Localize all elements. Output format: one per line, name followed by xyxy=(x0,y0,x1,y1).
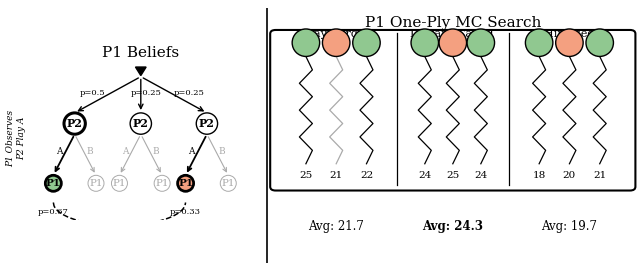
Text: A: A xyxy=(189,147,195,156)
Text: B: B xyxy=(152,147,159,156)
Text: Discard Card 1: Discard Card 1 xyxy=(410,29,495,39)
Text: P1: P1 xyxy=(46,179,61,188)
Text: A: A xyxy=(122,147,129,156)
Text: Avg: 19.7: Avg: 19.7 xyxy=(541,220,597,233)
Ellipse shape xyxy=(556,29,583,57)
Circle shape xyxy=(220,175,236,191)
Text: P2: P2 xyxy=(67,118,83,129)
Text: 24: 24 xyxy=(474,171,488,180)
Circle shape xyxy=(154,175,170,191)
Text: p=0.67: p=0.67 xyxy=(38,208,68,216)
Ellipse shape xyxy=(439,29,467,57)
Text: 21: 21 xyxy=(593,171,606,180)
Circle shape xyxy=(45,175,61,191)
Text: Avg: 24.3: Avg: 24.3 xyxy=(422,220,483,233)
Text: P1: P1 xyxy=(221,179,235,188)
Text: Hint Red: Hint Red xyxy=(544,29,595,39)
Text: P1: P1 xyxy=(113,179,126,188)
Ellipse shape xyxy=(323,29,350,57)
Text: A: A xyxy=(56,147,63,156)
Text: p=0.25: p=0.25 xyxy=(131,89,161,97)
Circle shape xyxy=(111,175,127,191)
Text: p=0.25: p=0.25 xyxy=(173,89,204,97)
Text: P2: P2 xyxy=(133,118,148,129)
Text: 24: 24 xyxy=(418,171,431,180)
Text: p=0.5: p=0.5 xyxy=(80,89,106,97)
Text: 20: 20 xyxy=(563,171,576,180)
Text: B: B xyxy=(86,147,93,156)
Ellipse shape xyxy=(467,29,495,57)
Text: 25: 25 xyxy=(300,171,312,180)
Ellipse shape xyxy=(353,29,380,57)
Text: 25: 25 xyxy=(446,171,460,180)
Ellipse shape xyxy=(525,29,553,57)
Circle shape xyxy=(196,113,218,134)
Text: 21: 21 xyxy=(330,171,343,180)
Text: Play Card 1: Play Card 1 xyxy=(303,29,369,39)
Text: P1: P1 xyxy=(89,179,103,188)
FancyBboxPatch shape xyxy=(270,30,636,191)
Text: B: B xyxy=(219,147,225,156)
Ellipse shape xyxy=(411,29,438,57)
Text: P1: P1 xyxy=(156,179,169,188)
Text: P2: P2 xyxy=(199,118,215,129)
Text: P1 Observes
P2 Play A: P1 Observes P2 Play A xyxy=(6,110,26,167)
Polygon shape xyxy=(136,67,146,76)
Circle shape xyxy=(88,175,104,191)
Ellipse shape xyxy=(586,29,614,57)
Text: P1 One-Ply MC Search: P1 One-Ply MC Search xyxy=(365,16,541,30)
Text: P1 Beliefs: P1 Beliefs xyxy=(102,46,179,60)
Text: P1: P1 xyxy=(178,179,193,188)
Text: Avg: 21.7: Avg: 21.7 xyxy=(308,220,364,233)
Circle shape xyxy=(130,113,152,134)
Circle shape xyxy=(64,113,85,134)
Ellipse shape xyxy=(292,29,319,57)
Circle shape xyxy=(178,175,194,191)
Text: p=0.33: p=0.33 xyxy=(170,208,201,216)
Text: 22: 22 xyxy=(360,171,373,180)
Text: 18: 18 xyxy=(532,171,546,180)
